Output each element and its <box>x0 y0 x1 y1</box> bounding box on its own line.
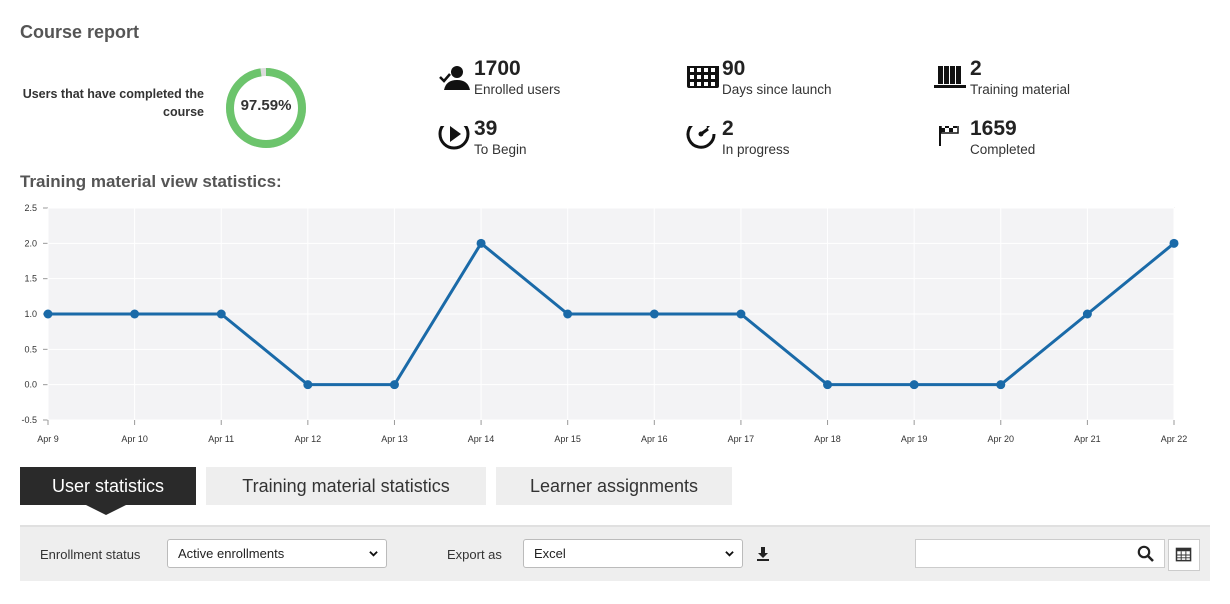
stat-days-label: Days since launch <box>722 82 832 97</box>
x-tick-label: Apr 9 <box>37 434 59 444</box>
search-input[interactable] <box>915 539 1165 568</box>
stat-completed-label: Completed <box>970 142 1036 157</box>
x-tick-label: Apr 20 <box>988 434 1015 444</box>
x-tick-label: Apr 13 <box>381 434 408 444</box>
x-tick-label: Apr 16 <box>641 434 668 444</box>
y-tick-label: 0.5 <box>24 344 37 354</box>
chevron-down-icon <box>725 551 734 557</box>
stat-to-begin-value: 39 <box>474 117 498 140</box>
x-tick-label: Apr 11 <box>208 434 234 444</box>
x-tick-label: Apr 18 <box>814 434 841 444</box>
stat-training-label: Training material <box>970 82 1071 97</box>
y-tick-label: 2.0 <box>24 238 37 248</box>
stat-enrolled-value: 1700 <box>474 57 521 80</box>
x-tick-label: Apr 15 <box>554 434 581 444</box>
data-point <box>563 309 573 319</box>
stat-enrolled-label: Enrolled users <box>474 82 561 97</box>
completion-label: Users that have completed the course <box>22 87 204 119</box>
stat-in-progress-value: 2 <box>722 117 734 140</box>
table-columns-button[interactable] <box>1168 539 1200 571</box>
data-point <box>1169 238 1179 248</box>
completion-donut-arc <box>226 68 306 148</box>
export-format-select[interactable]: Excel <box>523 539 743 568</box>
data-point <box>823 380 833 390</box>
stat-days-value: 90 <box>722 57 746 80</box>
export-format-value: Excel <box>534 546 566 561</box>
x-tick-label: Apr 10 <box>121 434 148 444</box>
export-as-label: Export as <box>447 547 502 562</box>
completion-percent: 97.59% <box>240 97 292 114</box>
x-tick-label: Apr 17 <box>728 434 755 444</box>
y-tick-label: 0.0 <box>24 380 37 390</box>
books-icon <box>934 66 966 88</box>
section-title: Training material view statistics: <box>20 172 282 191</box>
series-line <box>48 241 1175 387</box>
data-point <box>996 380 1006 390</box>
page-title: Course report <box>20 22 140 42</box>
data-point <box>476 238 486 248</box>
x-tick-label: Apr 22 <box>1161 434 1188 444</box>
stat-training-value: 2 <box>970 57 982 80</box>
data-point <box>736 309 746 319</box>
user-check-icon <box>439 66 470 90</box>
play-icon <box>438 126 470 150</box>
stat-completed-value: 1659 <box>970 117 1017 140</box>
x-tick-label: Apr 14 <box>468 434 495 444</box>
clock-refresh-icon <box>686 126 716 149</box>
completion-donut <box>226 68 306 148</box>
search-icon[interactable] <box>1137 545 1155 563</box>
enrollment-status-select[interactable]: Active enrollments <box>167 539 387 568</box>
chevron-down-icon <box>369 551 378 557</box>
y-tick-label: 2.5 <box>24 203 37 213</box>
x-tick-label: Apr 21 <box>1074 434 1101 444</box>
tab-learner-assignments[interactable]: Learner assignments <box>496 467 732 505</box>
y-tick-label: 1.0 <box>24 309 37 319</box>
active-tab-pointer <box>86 505 126 515</box>
data-point <box>303 380 313 390</box>
data-point <box>130 309 140 319</box>
calendar-icon <box>687 66 719 88</box>
x-tick-label: Apr 19 <box>901 434 928 444</box>
x-tick-label: Apr 12 <box>295 434 322 444</box>
data-point <box>43 309 53 319</box>
tab-training-material-statistics[interactable]: Training material statistics <box>206 467 486 505</box>
table-icon <box>1175 547 1192 562</box>
checkered-flag-icon <box>939 126 959 146</box>
data-point <box>389 380 399 390</box>
download-icon[interactable] <box>755 546 771 562</box>
filter-toolbar: Enrollment status Active enrollments Exp… <box>20 525 1210 581</box>
stat-in-progress-label: In progress <box>722 142 790 157</box>
enrollment-status-label: Enrollment status <box>40 547 141 562</box>
data-point <box>1082 309 1092 319</box>
stat-to-begin-label: To Begin <box>474 142 527 157</box>
enrollment-status-value: Active enrollments <box>178 546 285 561</box>
y-tick-label: -0.5 <box>21 415 37 425</box>
data-point <box>909 380 919 390</box>
data-point <box>649 309 659 319</box>
y-tick-label: 1.5 <box>24 274 37 284</box>
data-point <box>216 309 226 319</box>
tab-user-statistics[interactable]: User statistics <box>20 467 196 505</box>
